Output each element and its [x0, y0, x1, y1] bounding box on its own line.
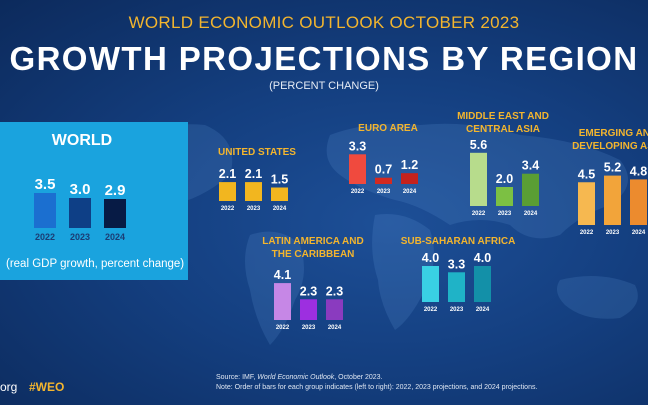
latin-america-caribbean-tick-2022: 2022	[276, 325, 290, 331]
middle-east-central-asia-bar-2022	[470, 152, 487, 206]
united-states-bar-2024	[271, 187, 288, 201]
euro-area-tick-2022: 2022	[351, 189, 365, 195]
united-states-bar-2022	[219, 182, 236, 201]
emerging-developing-asia-tick-2024: 2024	[632, 230, 646, 236]
latin-america-caribbean-tick-2024: 2024	[328, 325, 342, 331]
middle-east-central-asia-bar-2024	[522, 173, 539, 206]
euro-area-value-2023: 0.7	[375, 163, 392, 177]
sub-saharan-africa-bar-2023	[448, 272, 465, 302]
emerging-developing-asia-value-2022: 4.5	[578, 167, 595, 181]
euro-area-value-2024: 1.2	[401, 158, 418, 172]
middle-east-central-asia-tick-2022: 2022	[472, 211, 486, 217]
order-note: Note: Order of bars for each group indic…	[216, 384, 538, 391]
latin-america-caribbean-value-2024: 2.3	[326, 284, 343, 298]
emerging-developing-asia-bar-2024	[630, 179, 647, 225]
label-united-states: UNITED STATES	[218, 147, 296, 158]
united-states-value-2024: 1.5	[271, 173, 288, 187]
euro-area-bar-2024	[401, 173, 418, 184]
page-title: GROWTH PROJECTIONS BY REGION	[9, 40, 639, 77]
source-note: Source: IMF, World Economic Outlook, Oct…	[216, 374, 383, 381]
emerging-developing-asia-value-2024: 4.8	[630, 164, 647, 178]
middle-east-central-asia-bar-2023	[496, 187, 513, 206]
footer-hashtag[interactable]: #WEO	[29, 380, 65, 394]
world-bar-2022	[34, 193, 56, 228]
label-euro-area: EURO AREA	[358, 123, 418, 134]
world-tick-2023: 2023	[70, 232, 90, 242]
euro-area-tick-2024: 2024	[403, 189, 417, 195]
sub-saharan-africa-tick-2023: 2023	[450, 307, 464, 313]
world-tick-2022: 2022	[35, 232, 55, 242]
sub-saharan-africa-value-2024: 4.0	[474, 251, 491, 265]
label-sub-saharan-africa: SUB-SAHARAN AFRICA	[400, 236, 516, 247]
euro-area-value-2022: 3.3	[349, 139, 366, 153]
middle-east-central-asia-value-2022: 5.6	[470, 138, 487, 152]
world-tick-2024: 2024	[105, 232, 125, 242]
label-middle-east-central-asia: MIDDLE EAST AND CENTRAL ASIA	[457, 111, 549, 135]
euro-area-bar-2022	[349, 154, 366, 184]
latin-america-caribbean-bar-2022	[274, 283, 291, 320]
page-subtitle: (PERCENT CHANGE)	[269, 80, 379, 92]
emerging-developing-asia-bar-2022	[578, 182, 595, 225]
united-states-bar-2023	[245, 182, 262, 201]
united-states-tick-2022: 2022	[221, 206, 235, 212]
middle-east-central-asia-value-2024: 3.4	[522, 159, 539, 173]
euro-area-tick-2023: 2023	[377, 189, 391, 195]
world-bar-2024	[104, 199, 126, 228]
world-value-2022: 3.5	[35, 176, 56, 193]
latin-america-caribbean-bar-2024	[326, 299, 343, 320]
emerging-developing-asia-value-2023: 5.2	[604, 161, 621, 175]
footer-url[interactable]: org	[0, 380, 18, 394]
latin-america-caribbean-value-2022: 4.1	[274, 268, 291, 282]
euro-area-bar-2023	[375, 177, 392, 184]
world-value-2023: 3.0	[70, 181, 91, 198]
emerging-developing-asia-tick-2022: 2022	[580, 230, 594, 236]
emerging-developing-asia-tick-2023: 2023	[606, 230, 620, 236]
sub-saharan-africa-tick-2024: 2024	[476, 307, 490, 313]
world-value-2024: 2.9	[105, 182, 126, 199]
latin-america-caribbean-value-2023: 2.3	[300, 284, 317, 298]
united-states-value-2022: 2.1	[219, 167, 236, 181]
sub-saharan-africa-tick-2022: 2022	[424, 307, 438, 313]
latin-america-caribbean-tick-2023: 2023	[302, 325, 316, 331]
world-bar-2023	[69, 198, 91, 228]
middle-east-central-asia-tick-2024: 2024	[524, 211, 538, 217]
united-states-value-2023: 2.1	[245, 167, 262, 181]
sub-saharan-africa-value-2022: 4.0	[422, 251, 439, 265]
emerging-developing-asia-bar-2023	[604, 175, 621, 225]
report-supertitle: WORLD ECONOMIC OUTLOOK OCTOBER 2023	[128, 13, 520, 32]
world-note: (real GDP growth, percent change)	[6, 258, 185, 270]
middle-east-central-asia-tick-2023: 2023	[498, 211, 512, 217]
world-panel: WORLD (real GDP growth, percent change)	[0, 122, 188, 280]
sub-saharan-africa-value-2023: 3.3	[448, 257, 465, 271]
united-states-tick-2023: 2023	[247, 206, 261, 212]
middle-east-central-asia-value-2023: 2.0	[496, 172, 513, 186]
label-latin-america-caribbean: LATIN AMERICA AND THE CARIBBEAN	[262, 236, 364, 260]
sub-saharan-africa-bar-2022	[422, 266, 439, 302]
label-emerging-developing-asia: EMERGING ANDDEVELOPING ASIA	[572, 128, 648, 152]
world-title: WORLD	[51, 132, 113, 149]
united-states-tick-2024: 2024	[273, 206, 287, 212]
sub-saharan-africa-bar-2024	[474, 266, 491, 302]
latin-america-caribbean-bar-2023	[300, 299, 317, 320]
